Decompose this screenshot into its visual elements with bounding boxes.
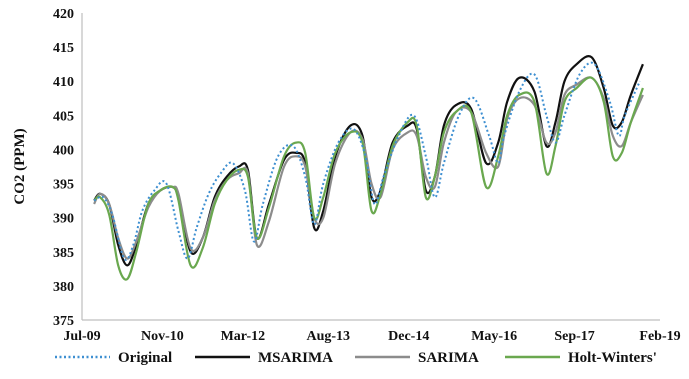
x-tick-label: Feb-19 [639,329,680,344]
y-tick-label: 400 [53,143,74,158]
y-tick-label: 405 [53,109,74,124]
x-tick-label: Jul-09 [63,329,100,344]
y-tick-label: 375 [53,314,74,329]
y-tick-label: 385 [53,246,74,261]
x-tick-label: May-16 [471,329,517,344]
series-line-msarima [93,55,644,267]
legend-label: Holt-Winters' [568,350,657,366]
legend: Original MSARIMA SARIMA Holt-Winters' [55,350,657,366]
series-line-original [93,61,641,261]
y-tick-label: 420 [53,7,74,22]
y-tick-label: 415 [53,41,74,56]
legend-label: MSARIMA [258,350,333,366]
legend-label: Original [118,350,172,366]
x-tick-label: Dec-14 [388,329,429,344]
y-tick-label: 390 [53,212,74,227]
x-tick-labels: Jul-09 Nov-10 Mar-12 Aug-13 Dec-14 May-16 Sep-… [63,329,680,344]
x-tick-label: Mar-12 [221,329,266,344]
x-tick-label: Sep-17 [554,329,594,344]
axes [81,13,660,321]
y-tick-labels: 375 380 385 390 395 400 405 410 415 420 [53,7,74,329]
y-tick-label: 395 [53,178,74,193]
y-tick-label: 380 [53,280,74,295]
x-tick-label: Aug-13 [306,329,350,344]
x-tick-label: Nov-10 [141,329,184,344]
y-axis-label: CO2 (PPM) [12,128,28,204]
legend-label: SARIMA [418,350,479,366]
series-lines [93,55,644,281]
y-tick-label: 410 [53,75,74,90]
series-line-holt-winters [93,76,644,281]
